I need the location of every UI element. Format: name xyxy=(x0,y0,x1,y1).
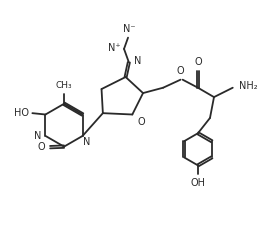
Text: O: O xyxy=(38,142,46,152)
Text: NH₂: NH₂ xyxy=(239,81,257,91)
Text: N⁻: N⁻ xyxy=(123,25,136,34)
Text: O: O xyxy=(177,66,185,76)
Text: N⁺: N⁺ xyxy=(108,43,120,53)
Text: CH₃: CH₃ xyxy=(56,81,72,90)
Text: O: O xyxy=(137,117,145,127)
Text: OH: OH xyxy=(190,178,205,188)
Text: N: N xyxy=(33,131,41,141)
Text: N: N xyxy=(83,137,90,147)
Text: HO: HO xyxy=(14,108,29,118)
Text: N: N xyxy=(134,56,141,66)
Text: O: O xyxy=(195,57,202,67)
